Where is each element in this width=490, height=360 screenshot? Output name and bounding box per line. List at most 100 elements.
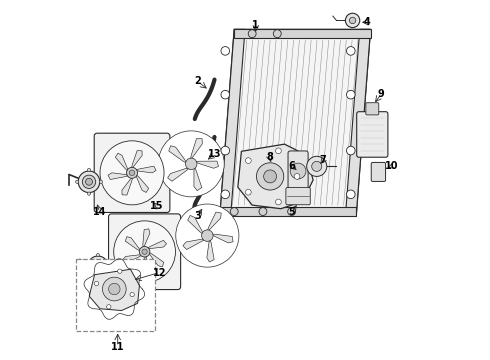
Text: 9: 9	[378, 89, 385, 99]
Text: 5: 5	[288, 207, 295, 217]
Polygon shape	[220, 207, 356, 216]
Circle shape	[95, 282, 98, 285]
Circle shape	[245, 158, 251, 163]
Circle shape	[97, 253, 99, 257]
Circle shape	[201, 230, 213, 241]
Circle shape	[346, 146, 355, 155]
Circle shape	[248, 30, 256, 38]
Polygon shape	[122, 255, 142, 263]
Polygon shape	[183, 239, 204, 249]
FancyBboxPatch shape	[109, 214, 181, 289]
Circle shape	[87, 168, 91, 172]
Polygon shape	[188, 215, 203, 234]
Circle shape	[345, 13, 360, 28]
Circle shape	[99, 180, 102, 183]
Polygon shape	[196, 161, 219, 168]
Circle shape	[221, 190, 230, 199]
Circle shape	[259, 208, 267, 216]
Circle shape	[264, 170, 276, 183]
Circle shape	[88, 256, 108, 276]
Circle shape	[130, 292, 134, 297]
Circle shape	[107, 265, 111, 267]
Text: 12: 12	[153, 267, 167, 278]
Circle shape	[176, 204, 239, 267]
Text: 4: 4	[364, 17, 370, 27]
Polygon shape	[207, 212, 221, 231]
Polygon shape	[131, 150, 142, 168]
Circle shape	[307, 156, 327, 176]
Circle shape	[158, 131, 224, 197]
Circle shape	[275, 199, 281, 205]
Text: 1: 1	[252, 20, 259, 30]
Circle shape	[102, 277, 126, 301]
Polygon shape	[212, 234, 233, 243]
Circle shape	[86, 178, 93, 185]
Polygon shape	[125, 237, 140, 251]
Circle shape	[85, 265, 88, 267]
Text: 11: 11	[111, 342, 124, 352]
Circle shape	[107, 305, 111, 309]
Circle shape	[294, 174, 300, 179]
Polygon shape	[168, 168, 189, 181]
Circle shape	[221, 90, 230, 99]
Circle shape	[346, 90, 355, 99]
Text: 14: 14	[93, 207, 106, 217]
Circle shape	[256, 163, 284, 190]
Polygon shape	[143, 229, 150, 248]
Polygon shape	[207, 239, 214, 262]
Circle shape	[109, 283, 120, 295]
FancyBboxPatch shape	[288, 151, 308, 191]
Polygon shape	[345, 30, 370, 216]
Polygon shape	[136, 175, 149, 193]
Circle shape	[290, 163, 306, 179]
Circle shape	[92, 260, 104, 272]
Polygon shape	[147, 240, 167, 248]
Polygon shape	[169, 146, 186, 163]
Circle shape	[87, 192, 91, 195]
Polygon shape	[149, 252, 164, 267]
Text: 8: 8	[266, 152, 273, 162]
Circle shape	[97, 276, 99, 279]
Circle shape	[230, 208, 238, 216]
Text: 13: 13	[208, 149, 221, 159]
Polygon shape	[191, 139, 202, 159]
FancyBboxPatch shape	[286, 188, 310, 205]
FancyBboxPatch shape	[366, 103, 379, 115]
Circle shape	[139, 247, 150, 257]
Circle shape	[346, 46, 355, 55]
Text: 10: 10	[385, 161, 398, 171]
Circle shape	[346, 190, 355, 199]
Polygon shape	[108, 173, 128, 180]
Polygon shape	[89, 269, 140, 311]
Text: 15: 15	[150, 201, 164, 211]
Polygon shape	[234, 30, 370, 39]
Circle shape	[126, 167, 138, 178]
Circle shape	[75, 180, 79, 183]
Circle shape	[288, 208, 295, 216]
Circle shape	[349, 17, 356, 24]
Circle shape	[221, 146, 230, 155]
Polygon shape	[220, 30, 245, 216]
FancyBboxPatch shape	[94, 133, 170, 212]
Polygon shape	[115, 153, 128, 171]
Circle shape	[221, 46, 230, 55]
Circle shape	[186, 158, 197, 170]
Text: 3: 3	[195, 211, 201, 221]
Polygon shape	[122, 177, 133, 195]
Circle shape	[245, 189, 251, 195]
Polygon shape	[194, 167, 202, 191]
Circle shape	[275, 148, 281, 154]
Circle shape	[95, 263, 101, 269]
Polygon shape	[136, 166, 156, 173]
Circle shape	[114, 221, 175, 283]
Polygon shape	[220, 30, 370, 216]
Circle shape	[312, 161, 322, 171]
Polygon shape	[139, 256, 147, 275]
Circle shape	[118, 269, 122, 273]
Circle shape	[82, 175, 96, 189]
FancyBboxPatch shape	[76, 259, 155, 330]
FancyBboxPatch shape	[371, 162, 386, 181]
Circle shape	[78, 171, 100, 193]
Circle shape	[129, 170, 135, 176]
Text: 6: 6	[288, 161, 295, 171]
